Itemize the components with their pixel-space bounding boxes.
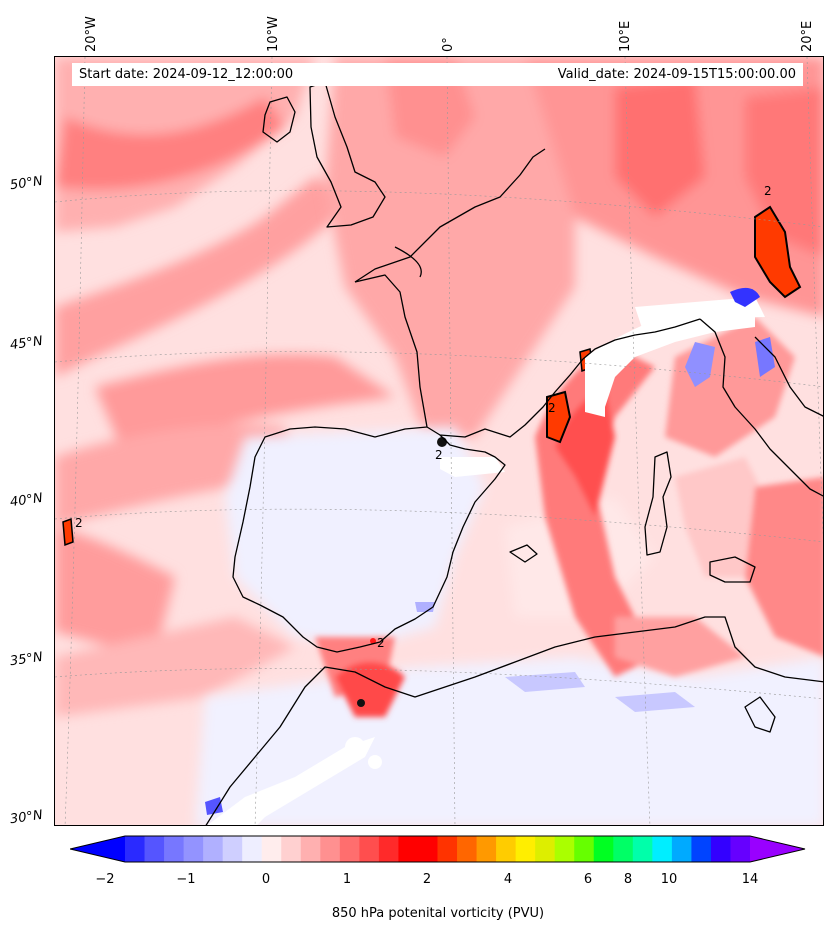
lat-tick-50n: 50°N: [9, 173, 44, 194]
coast-brittany: [394, 246, 422, 278]
lon-tick-0: 0°: [441, 37, 456, 52]
contour-label: 2: [548, 401, 556, 415]
lon-tick-10e: 10°E: [618, 20, 633, 52]
coast-iberia: [232, 426, 506, 653]
colorbar-cell: [652, 836, 673, 862]
pv-negative-patches: [205, 287, 775, 815]
colorbar-cell: [144, 836, 165, 862]
colorbar-cell: [476, 836, 497, 862]
coast-sicily: [709, 556, 756, 583]
colorbar-tick: 1: [342, 872, 352, 887]
colorbar-tick: 2: [422, 872, 432, 887]
colorbar-cell: [183, 836, 204, 862]
colorbar-tick: −2: [95, 872, 115, 887]
colorbar-cell: [730, 836, 751, 862]
colorbar-cell: [457, 836, 478, 862]
coast-ireland: [262, 96, 296, 143]
contour-label: 2: [75, 516, 83, 530]
lat-tick-45n: 45°N: [9, 333, 44, 354]
graticule: [55, 57, 823, 825]
coast-britain: [309, 81, 386, 228]
colorbar-cell: [671, 836, 692, 862]
colorbar-tick: 8: [623, 872, 633, 887]
colorbar-cell: [125, 836, 146, 862]
colorbar-cell: [593, 836, 614, 862]
start-date-label: Start date: 2024-09-12_12:00:00: [72, 63, 379, 86]
pv-strong-cores: [62, 205, 802, 707]
colorbar-cell: [320, 836, 341, 862]
colorbar-tick: 4: [503, 872, 513, 887]
colorbar-cell: [281, 836, 302, 862]
coast-channel: [354, 148, 546, 283]
colorbar-extend-min: [70, 836, 125, 862]
terrain-mask: [207, 297, 765, 825]
lon-tick-20e: 20°E: [800, 20, 815, 52]
colorbar-label: 850 hPa potenital vorticity (PVU): [331, 906, 545, 921]
pv-field-atlantic: [55, 57, 395, 717]
lon-tick-10w: 10°W: [266, 16, 281, 52]
contour-label: 2: [435, 448, 443, 462]
contour-label: 2: [764, 184, 772, 198]
colorbar-cell: [417, 836, 438, 862]
colorbar-cell: [613, 836, 634, 862]
map-frame: 2 2 2 2 2: [54, 56, 824, 826]
valid-date-text: Valid_date: 2024-09-15T15:00:00.00: [557, 67, 796, 82]
colorbar-cell: [203, 836, 224, 862]
coast-france-med: [354, 274, 701, 438]
colorbar-tick: 10: [660, 872, 678, 887]
colorbar-cell: [574, 836, 595, 862]
lon-tick-20w: 20°W: [84, 16, 99, 52]
coastlines: [205, 81, 823, 825]
colorbar-cell: [710, 836, 731, 862]
colorbar-cell: [437, 836, 458, 862]
colorbar-tick: 0: [261, 872, 271, 887]
colorbar-cell: [691, 836, 712, 862]
colorbar-cell: [535, 836, 556, 862]
colorbar-cell: [359, 836, 380, 862]
colorbar-cell: [261, 836, 282, 862]
contour-label: 2: [377, 636, 385, 650]
colorbar-outline: [70, 835, 806, 863]
lat-tick-30n: 30°N: [9, 807, 44, 828]
colorbar-tick: 14: [741, 872, 759, 887]
start-date-text: Start date: 2024-09-12_12:00:00: [79, 67, 294, 82]
map-canvas: 2 2 2 2 2: [55, 57, 823, 825]
contour-labels: 2 2 2 2 2: [75, 184, 772, 650]
coast-corsica-sardinia: [644, 451, 672, 556]
coast-adriatic: [754, 336, 823, 417]
colorbar-cells: [125, 836, 751, 862]
coast-north-africa: [205, 616, 823, 825]
coast-tunisia: [744, 696, 776, 733]
colorbar-cell: [242, 836, 263, 862]
valid-date-label: Valid_date: 2024-09-15T15:00:00.00: [372, 63, 803, 86]
colorbar-cell: [378, 836, 399, 862]
colorbar-cell: [164, 836, 185, 862]
colorbar-extend-max: [750, 836, 805, 862]
coast-italy-west: [699, 318, 823, 497]
lat-tick-40n: 40°N: [9, 490, 44, 511]
colorbar-cell: [554, 836, 575, 862]
colorbar: [70, 835, 806, 863]
colorbar-tick: 6: [583, 872, 593, 887]
colorbar-cell: [339, 836, 360, 862]
colorbar-cell: [300, 836, 321, 862]
colorbar-cell: [398, 836, 419, 862]
colorbar-cell: [496, 836, 517, 862]
lat-tick-35n: 35°N: [9, 649, 44, 670]
colorbar-cell: [515, 836, 536, 862]
colorbar-tick: −1: [176, 872, 196, 887]
coast-balearics: [509, 544, 538, 563]
colorbar-cell: [632, 836, 653, 862]
colorbar-cell: [222, 836, 243, 862]
